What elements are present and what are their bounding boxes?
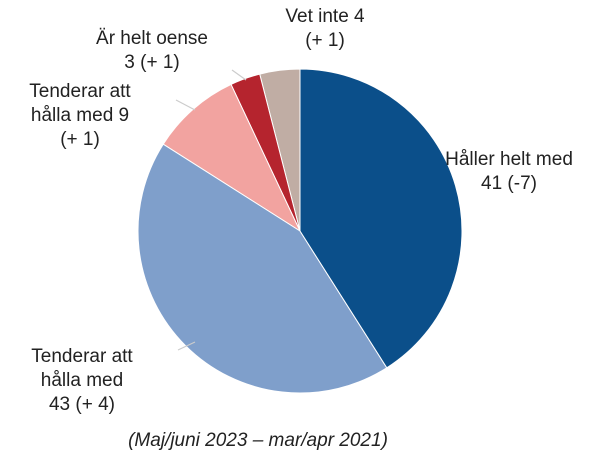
category-label: Är helt oense [96,28,208,49]
value-label: 3 [124,52,135,73]
slice-label: Tenderar att hålla med 9 (+ 1) [10,80,150,152]
slice-label: Vet inte 4 (+ 1) [250,5,400,53]
leader-line [177,341,196,351]
change-label: (-7) [507,173,537,194]
value-label: 41 [481,173,503,194]
value-label: 9 [118,105,130,126]
category-label: Tenderar att hålla med [31,346,133,391]
slice-label: Håller helt med 41 (-7) [409,148,609,196]
leader-line [231,69,247,81]
change-label: (+ 1) [60,129,100,150]
category-label: Tenderar att hålla med [29,81,131,126]
category-label: Håller helt med [445,149,573,170]
change-label: (+ 1) [305,30,345,51]
pie-slice [299,68,463,369]
leader-line [175,99,196,111]
change-label: (+ 4) [75,394,116,415]
value-label: 43 [48,394,71,415]
slice-label: Är helt oense 3 (+ 1) [67,27,237,75]
leader-lines [175,69,247,351]
pie-slice [137,143,388,394]
change-label: (+ 1) [140,52,180,73]
subtitle: (Maj/juni 2023 – mar/apr 2021) [128,430,388,451]
slice-label: Tenderar att hålla med 43 (+ 4) [15,345,150,417]
category-label: Vet inte [285,6,349,27]
value-label: 4 [354,6,365,27]
